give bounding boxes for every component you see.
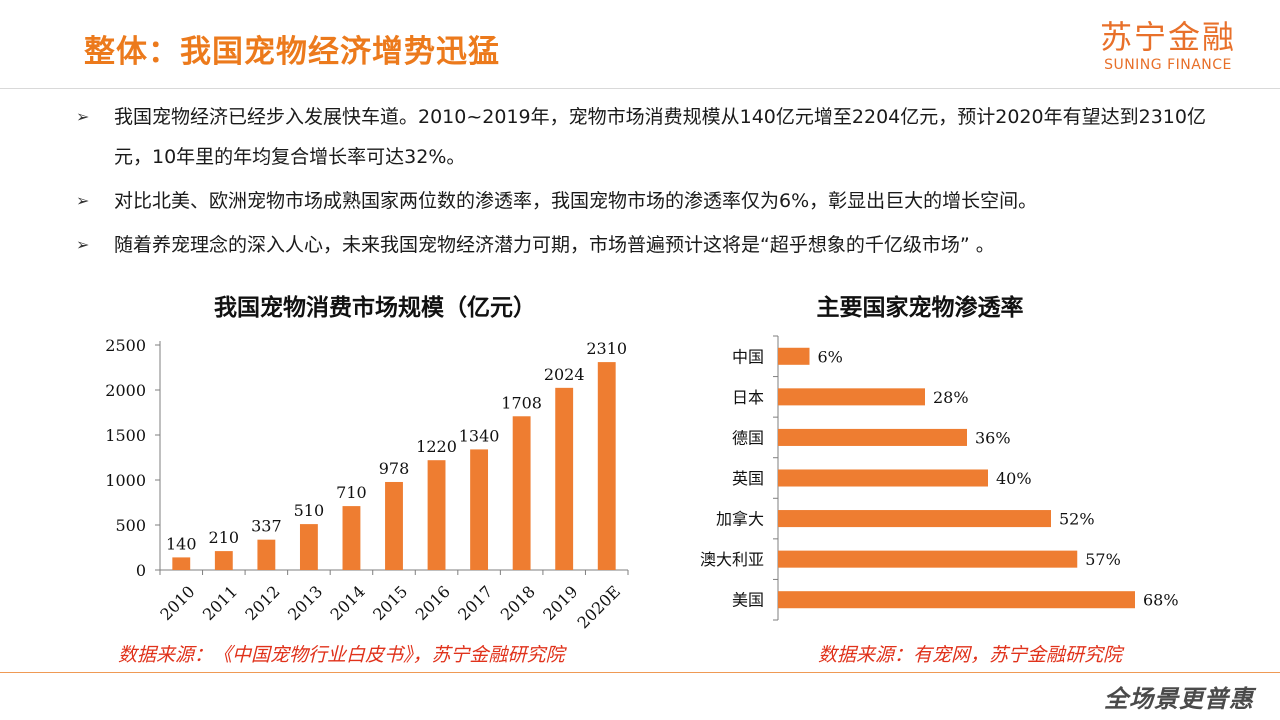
market-size-source-note: 数据来源：《中国宠物行业白皮书》，苏宁金融研究院 [118, 644, 565, 666]
bar-value-label: 6% [818, 347, 843, 366]
bullet-text: 对比北美、欧洲宠物市场成熟国家两位数的渗透率，我国宠物市场的渗透率仅为6%，彰显… [114, 190, 1038, 212]
bar-value-label: 2310 [586, 339, 627, 358]
bullet-list: ➢ 我国宠物经济已经步入发展快车道。2010~2019年，宠物市场消费规模从14… [76, 97, 1236, 269]
bar-2014 [342, 506, 361, 570]
bar-2012 [257, 539, 276, 570]
arrow-bullet-icon: ➢ [76, 107, 90, 126]
bar-value-label: 57% [1085, 550, 1121, 569]
bar-2015 [385, 481, 403, 570]
x-tick-label: 2013 [284, 582, 326, 624]
bar-value-label: 2024 [544, 365, 585, 384]
x-tick-label: 2011 [199, 582, 241, 624]
bar-value-label: 710 [336, 483, 367, 502]
x-tick-label: 2014 [327, 582, 369, 624]
bar-澳大利亚 [778, 550, 1078, 568]
category-label: 澳大利亚 [700, 550, 764, 569]
market-size-bar-chart: 0 500 1000 1500 2000 2500 140 2010 210 2011 337 201… [105, 336, 629, 630]
bar-value-label: 1340 [459, 426, 500, 445]
arrow-bullet-icon: ➢ [76, 191, 90, 210]
x-tick-label: 2020E [574, 582, 624, 630]
bullet-item: ➢ 我国宠物经济已经步入发展快车道。2010~2019年，宠物市场消费规模从14… [76, 97, 1236, 177]
bar-value-label: 1708 [501, 393, 542, 412]
x-tick-label: 2015 [369, 582, 411, 624]
bar-value-label: 510 [294, 501, 325, 520]
suning-finance-logo: 苏宁金融 SUNING FINANCE [1100, 18, 1236, 73]
bar-value-label: 68% [1143, 591, 1179, 610]
category-label: 日本 [732, 388, 764, 407]
bar-2018 [512, 416, 531, 570]
bullet-item: ➢ 对比北美、欧洲宠物市场成熟国家两位数的渗透率，我国宠物市场的渗透率仅为6%，… [76, 181, 1236, 221]
y-tick-label: 500 [115, 516, 146, 535]
category-label: 中国 [732, 347, 764, 366]
bar-2017 [470, 449, 489, 570]
category-label: 德国 [732, 428, 764, 447]
bar-2020E [597, 362, 616, 570]
y-tick-label: 2500 [105, 336, 146, 355]
x-tick-label: 2012 [241, 582, 283, 624]
bullet-item: ➢ 随着养宠理念的深入人心，未来我国宠物经济潜力可期，市场普遍预计这将是“超乎想… [76, 225, 1236, 265]
bar-value-label: 140 [166, 534, 197, 553]
category-label: 美国 [732, 591, 764, 610]
bar-美国 [778, 591, 1135, 609]
bar-2010 [172, 557, 191, 570]
penetration-chart-title: 主要国家宠物渗透率 [816, 295, 1024, 321]
bar-value-label: 28% [933, 388, 969, 407]
bar-value-label: 210 [209, 528, 240, 547]
market-size-chart-title: 我国宠物消费市场规模（亿元） [214, 295, 536, 321]
bar-value-label: 337 [251, 517, 282, 536]
y-tick-label: 0 [136, 561, 146, 580]
bar-2011 [214, 551, 233, 570]
bar-2013 [299, 524, 318, 570]
x-tick-label: 2017 [454, 582, 496, 624]
bar-中国 [778, 347, 810, 365]
bar-日本 [778, 388, 925, 406]
bar-value-label: 36% [975, 428, 1011, 447]
bar-德国 [778, 428, 967, 446]
category-label: 加拿大 [716, 510, 764, 529]
bar-加拿大 [778, 510, 1051, 528]
footer-divider [0, 672, 1280, 673]
logo-english-text: SUNING FINANCE [1104, 57, 1232, 73]
logo-chinese-text: 苏宁金融 [1099, 18, 1236, 56]
footer-brand-logo: 全场景更普惠 [1104, 685, 1254, 713]
penetration-source-note: 数据来源：有宠网，苏宁金融研究院 [818, 644, 1123, 666]
y-tick-label: 1000 [105, 471, 146, 490]
bar-value-label: 978 [379, 459, 410, 478]
header-divider [0, 88, 1280, 89]
y-tick-label: 2000 [105, 381, 146, 400]
bar-2019 [555, 387, 574, 570]
page-title: 整体：我国宠物经济增势迅猛 [84, 34, 500, 70]
bar-2016 [427, 460, 446, 570]
bullet-text: 我国宠物经济已经步入发展快车道。2010~2019年，宠物市场消费规模从140亿… [114, 106, 1206, 168]
x-tick-label: 2010 [156, 582, 198, 624]
x-tick-label: 2016 [412, 582, 454, 624]
x-tick-label: 2018 [497, 582, 539, 624]
y-tick-label: 1500 [105, 426, 146, 445]
bar-英国 [778, 469, 988, 487]
penetration-bar-chart: 中国 6% 日本 28% 德国 36% 英国 40% 加拿大 52% 澳大利亚 57% 美国 68% [700, 335, 1179, 621]
bullet-text: 随着养宠理念的深入人心，未来我国宠物经济潜力可期，市场普遍预计这将是“超乎想象的… [114, 234, 995, 256]
arrow-bullet-icon: ➢ [76, 235, 90, 254]
bar-value-label: 40% [996, 469, 1032, 488]
bar-value-label: 52% [1059, 510, 1095, 529]
category-label: 英国 [732, 469, 764, 488]
bar-value-label: 1220 [416, 437, 457, 456]
